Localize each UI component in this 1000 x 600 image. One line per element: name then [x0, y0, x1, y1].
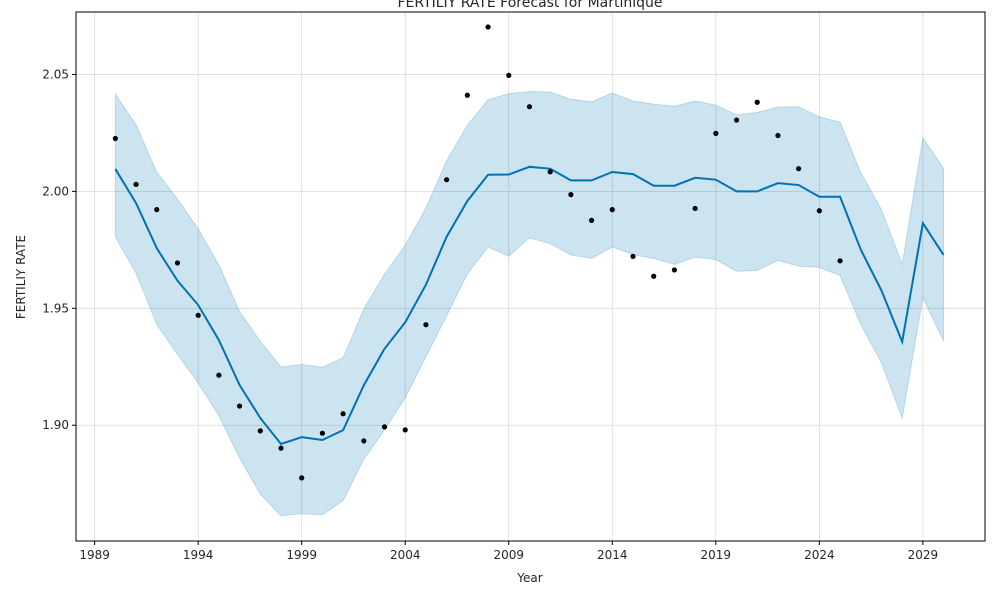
observed-point	[526, 104, 533, 110]
grid-lines	[76, 12, 985, 541]
observed-point	[506, 72, 512, 78]
x-axis-ticks: 1989 1994 1999 2004 2009 2014 2019 2024 2029	[79, 541, 938, 562]
observed-point	[299, 475, 305, 481]
observed-point	[154, 207, 160, 213]
observed-point	[174, 260, 181, 266]
observed-point	[195, 312, 201, 318]
observed-points	[112, 24, 843, 481]
plot-frame	[75, 11, 986, 542]
observed-point	[216, 372, 222, 378]
observed-point	[464, 92, 470, 98]
x-axis-label: Year	[516, 571, 542, 585]
observed-point	[630, 253, 636, 259]
observed-point	[837, 258, 843, 264]
x-tick-label: 2019	[701, 548, 732, 562]
observed-point	[278, 445, 284, 451]
x-tick-label: 2024	[804, 548, 835, 562]
x-tick-label: 1994	[183, 548, 214, 562]
x-tick-label: 1999	[286, 548, 317, 562]
observed-point	[361, 438, 367, 444]
observed-point	[816, 208, 822, 214]
observed-point	[423, 322, 429, 328]
observed-point	[112, 135, 118, 142]
y-axis-label: FERTILIY RATE	[14, 235, 28, 319]
observed-point	[713, 130, 719, 136]
y-tick-label: 2.05	[42, 67, 69, 81]
observed-point	[236, 403, 243, 409]
y-tick-label: 2.00	[42, 184, 69, 198]
observed-point	[733, 117, 740, 123]
y-tick-label: 1.95	[42, 301, 69, 315]
x-tick-label: 2014	[597, 548, 628, 562]
observed-point	[340, 411, 346, 417]
observed-point	[319, 430, 325, 436]
observed-point	[609, 207, 615, 213]
observed-point	[568, 192, 574, 198]
uncertainty-band	[114, 91, 945, 517]
observed-point	[444, 177, 450, 183]
observed-point	[133, 181, 139, 187]
x-tick-label: 2009	[493, 548, 524, 562]
observed-point	[381, 424, 388, 430]
x-tick-label: 1989	[79, 548, 110, 562]
observed-point	[257, 428, 263, 434]
y-tick-label: 1.90	[42, 418, 69, 432]
observed-point	[651, 273, 657, 279]
forecast-line	[114, 165, 945, 446]
x-tick-label: 2004	[390, 548, 421, 562]
observed-point	[754, 99, 760, 105]
observed-point	[485, 24, 491, 30]
observed-point	[692, 205, 698, 212]
observed-point	[588, 217, 595, 223]
y-axis-ticks: 1.90 1.95 2.00 2.05	[42, 67, 76, 432]
observed-point	[775, 132, 781, 139]
observed-point	[402, 427, 408, 433]
observed-point	[671, 267, 678, 273]
chart-title: FERTILIY RATE Forecast for Martinique	[397, 0, 662, 11]
observed-point	[796, 166, 802, 172]
observed-point	[547, 169, 553, 175]
x-tick-label: 2029	[908, 548, 939, 562]
